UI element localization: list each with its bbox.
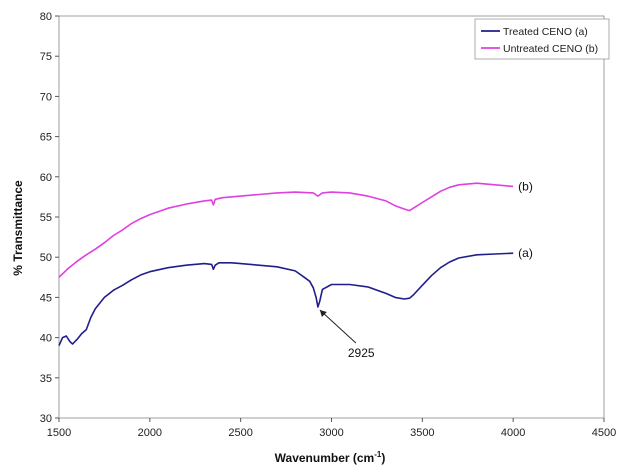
- legend-label-treated: Treated CENO (a): [503, 26, 588, 38]
- legend: Treated CENO (a) Untreated CENO (b): [474, 18, 610, 60]
- x-tick-label: 4500: [592, 427, 616, 439]
- y-tick-label: 30: [40, 413, 52, 425]
- annotation-arrow: [319, 309, 357, 344]
- annotation-layer: 2925: [319, 309, 375, 360]
- x-tick-label: 3500: [410, 427, 434, 439]
- x-tick-label: 1500: [47, 427, 71, 439]
- x-axis: 1500 2000 2500 3000 3500 4000 4500: [47, 418, 616, 439]
- x-tick-label: 3000: [319, 427, 343, 439]
- y-tick-label: 75: [40, 51, 52, 63]
- x-tick-label: 4000: [501, 427, 525, 439]
- y-tick-label: 55: [40, 212, 52, 224]
- x-tick-label: 2000: [138, 427, 162, 439]
- series-end-label: (b): [518, 179, 533, 193]
- annotation-label: 2925: [348, 346, 375, 360]
- y-axis-title: % Transmittance: [11, 180, 25, 276]
- y-tick-label: 80: [40, 11, 52, 23]
- x-axis-title: Wavenumber (cm-1): [275, 450, 386, 465]
- legend-label-untreated: Untreated CENO (b): [503, 43, 598, 55]
- y-tick-label: 60: [40, 172, 52, 184]
- y-tick-label: 65: [40, 132, 52, 144]
- y-tick-label: 35: [40, 373, 52, 385]
- y-tick-label: 70: [40, 91, 52, 103]
- y-tick-label: 40: [40, 333, 52, 345]
- series-line-untreated: [58, 182, 514, 278]
- y-tick-label: 50: [40, 252, 52, 264]
- x-tick-label: 2500: [228, 427, 252, 439]
- plot-area: [58, 15, 605, 419]
- y-axis: 30 35 40 45 50 55 60 65 70 75 80: [40, 11, 59, 425]
- annotation-arrowhead: [319, 310, 327, 318]
- y-tick-label: 45: [40, 292, 52, 304]
- series-line-treated: [58, 252, 514, 346]
- series-layer: (a) (b): [58, 179, 533, 346]
- series-end-label: (a): [518, 246, 533, 260]
